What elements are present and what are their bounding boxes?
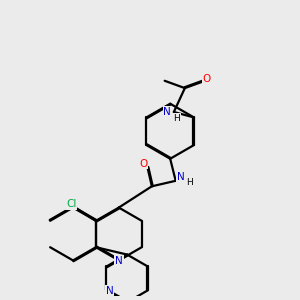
Text: O: O <box>203 74 211 84</box>
Text: N: N <box>115 256 123 266</box>
Text: N: N <box>106 286 113 296</box>
Text: H: H <box>173 114 180 123</box>
Text: O: O <box>139 158 147 169</box>
Text: N: N <box>177 172 184 182</box>
Text: H: H <box>186 178 193 187</box>
Text: N: N <box>164 107 171 117</box>
Text: Cl: Cl <box>66 199 76 209</box>
